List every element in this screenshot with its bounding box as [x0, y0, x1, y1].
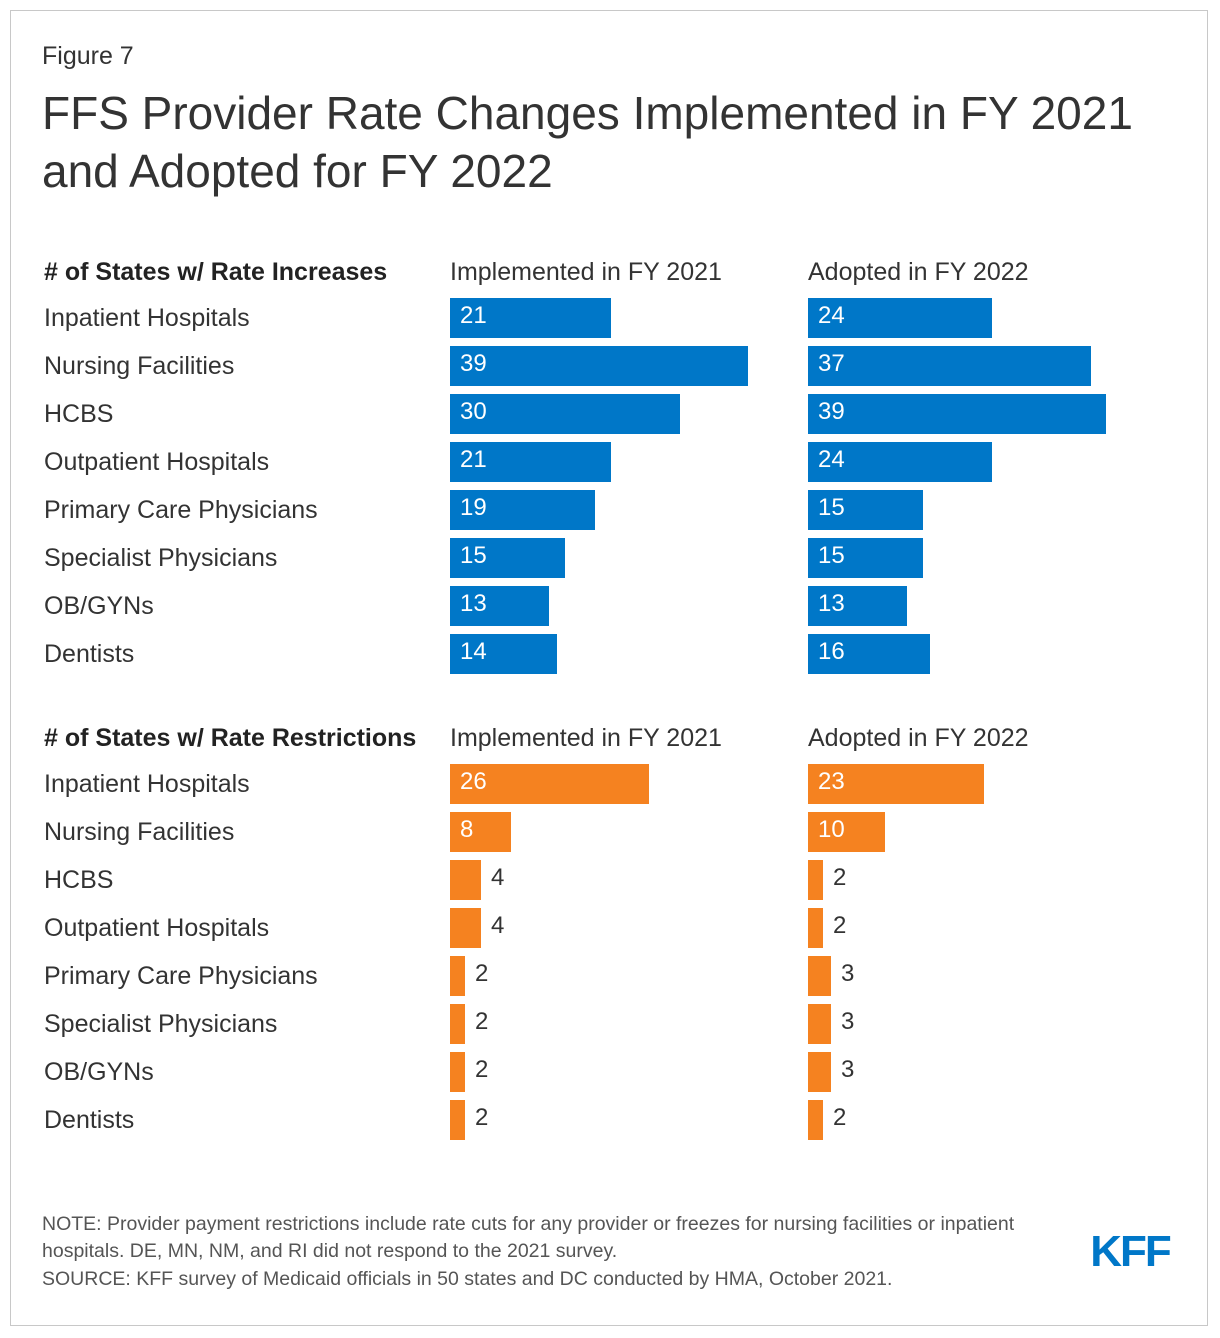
bar [808, 346, 1091, 386]
category-label: Outpatient Hospitals [44, 448, 270, 476]
bar [450, 394, 680, 434]
category-label: Specialist Physicians [44, 1010, 278, 1038]
bar [450, 634, 557, 674]
category-label: OB/GYNs [44, 592, 154, 620]
data-label: 2 [833, 912, 847, 939]
data-label: 13 [818, 590, 845, 617]
bar [450, 490, 595, 530]
bar [808, 860, 823, 900]
category-label: Primary Care Physicians [44, 496, 318, 524]
bar [808, 956, 831, 996]
data-label: 37 [818, 350, 845, 377]
data-label: 3 [841, 960, 855, 987]
bar [450, 764, 649, 804]
category-label: HCBS [44, 400, 114, 428]
bar [808, 634, 930, 674]
data-label: 2 [833, 864, 847, 891]
section-title: # of States w/ Rate Restrictions [44, 724, 417, 752]
series-header: Implemented in FY 2021 [450, 724, 722, 752]
data-label: 15 [818, 494, 845, 521]
bar [450, 956, 465, 996]
kff-logo: KFF [1090, 1227, 1173, 1272]
data-label: 39 [460, 350, 487, 377]
data-label: 24 [818, 302, 845, 329]
bar [450, 586, 549, 626]
bar [808, 1004, 831, 1044]
bar [808, 442, 992, 482]
data-label: 15 [818, 542, 845, 569]
note-text: NOTE: Provider payment restrictions incl… [42, 1213, 1015, 1262]
section-title: # of States w/ Rate Increases [44, 258, 388, 286]
data-label: 2 [475, 1056, 489, 1083]
data-label: 3 [841, 1056, 855, 1083]
figure-label: Figure 7 [42, 42, 134, 70]
category-label: Primary Care Physicians [44, 962, 318, 990]
bar [450, 1004, 465, 1044]
bar [808, 394, 1106, 434]
data-label: 2 [833, 1104, 847, 1131]
kff-logo-text: KFF [1090, 1227, 1171, 1272]
data-label: 4 [491, 864, 505, 891]
category-label: HCBS [44, 866, 114, 894]
data-label: 15 [460, 542, 487, 569]
data-label: 14 [460, 638, 487, 665]
data-label: 2 [475, 1008, 489, 1035]
category-label: Inpatient Hospitals [44, 770, 250, 798]
data-label: 13 [460, 590, 487, 617]
data-label: 8 [460, 816, 474, 843]
series-header: Adopted in FY 2022 [808, 258, 1029, 286]
data-label: 4 [491, 912, 505, 939]
bar [808, 908, 823, 948]
data-label: 16 [818, 638, 845, 665]
data-label: 21 [460, 302, 487, 329]
category-label: Dentists [44, 640, 135, 668]
category-label: Specialist Physicians [44, 544, 278, 572]
bar [808, 812, 885, 852]
bar [808, 1100, 823, 1140]
data-label: 23 [818, 768, 845, 795]
chart-title: FFS Provider Rate Changes Implemented in… [42, 87, 1133, 197]
bar [450, 442, 611, 482]
bar [808, 1052, 831, 1092]
bar [450, 812, 511, 852]
bar [808, 586, 907, 626]
data-label: 21 [460, 446, 487, 473]
category-label: Nursing Facilities [44, 352, 235, 380]
bar [808, 298, 992, 338]
bar [450, 908, 481, 948]
bar [450, 298, 611, 338]
series-header: Implemented in FY 2021 [450, 258, 722, 286]
bar [808, 538, 923, 578]
bar [808, 764, 984, 804]
category-label: Nursing Facilities [44, 818, 235, 846]
data-label: 26 [460, 768, 487, 795]
category-label: Inpatient Hospitals [44, 304, 250, 332]
series-header: Adopted in FY 2022 [808, 724, 1029, 752]
category-label: OB/GYNs [44, 1058, 154, 1086]
data-label: 10 [818, 816, 845, 843]
data-label: 3 [841, 1008, 855, 1035]
source-text: SOURCE: KFF survey of Medicaid officials… [42, 1268, 893, 1290]
data-label: 24 [818, 446, 845, 473]
bar [450, 538, 565, 578]
bar [450, 1100, 465, 1140]
data-label: 39 [818, 398, 845, 425]
category-label: Outpatient Hospitals [44, 914, 270, 942]
bar [808, 490, 923, 530]
bar [450, 1052, 465, 1092]
data-label: 2 [475, 1104, 489, 1131]
bar [450, 346, 748, 386]
data-label: 2 [475, 960, 489, 987]
data-label: 30 [460, 398, 487, 425]
figure-frame [10, 10, 1208, 1326]
category-label: Dentists [44, 1106, 135, 1134]
data-label: 19 [460, 494, 487, 521]
bar [450, 860, 481, 900]
